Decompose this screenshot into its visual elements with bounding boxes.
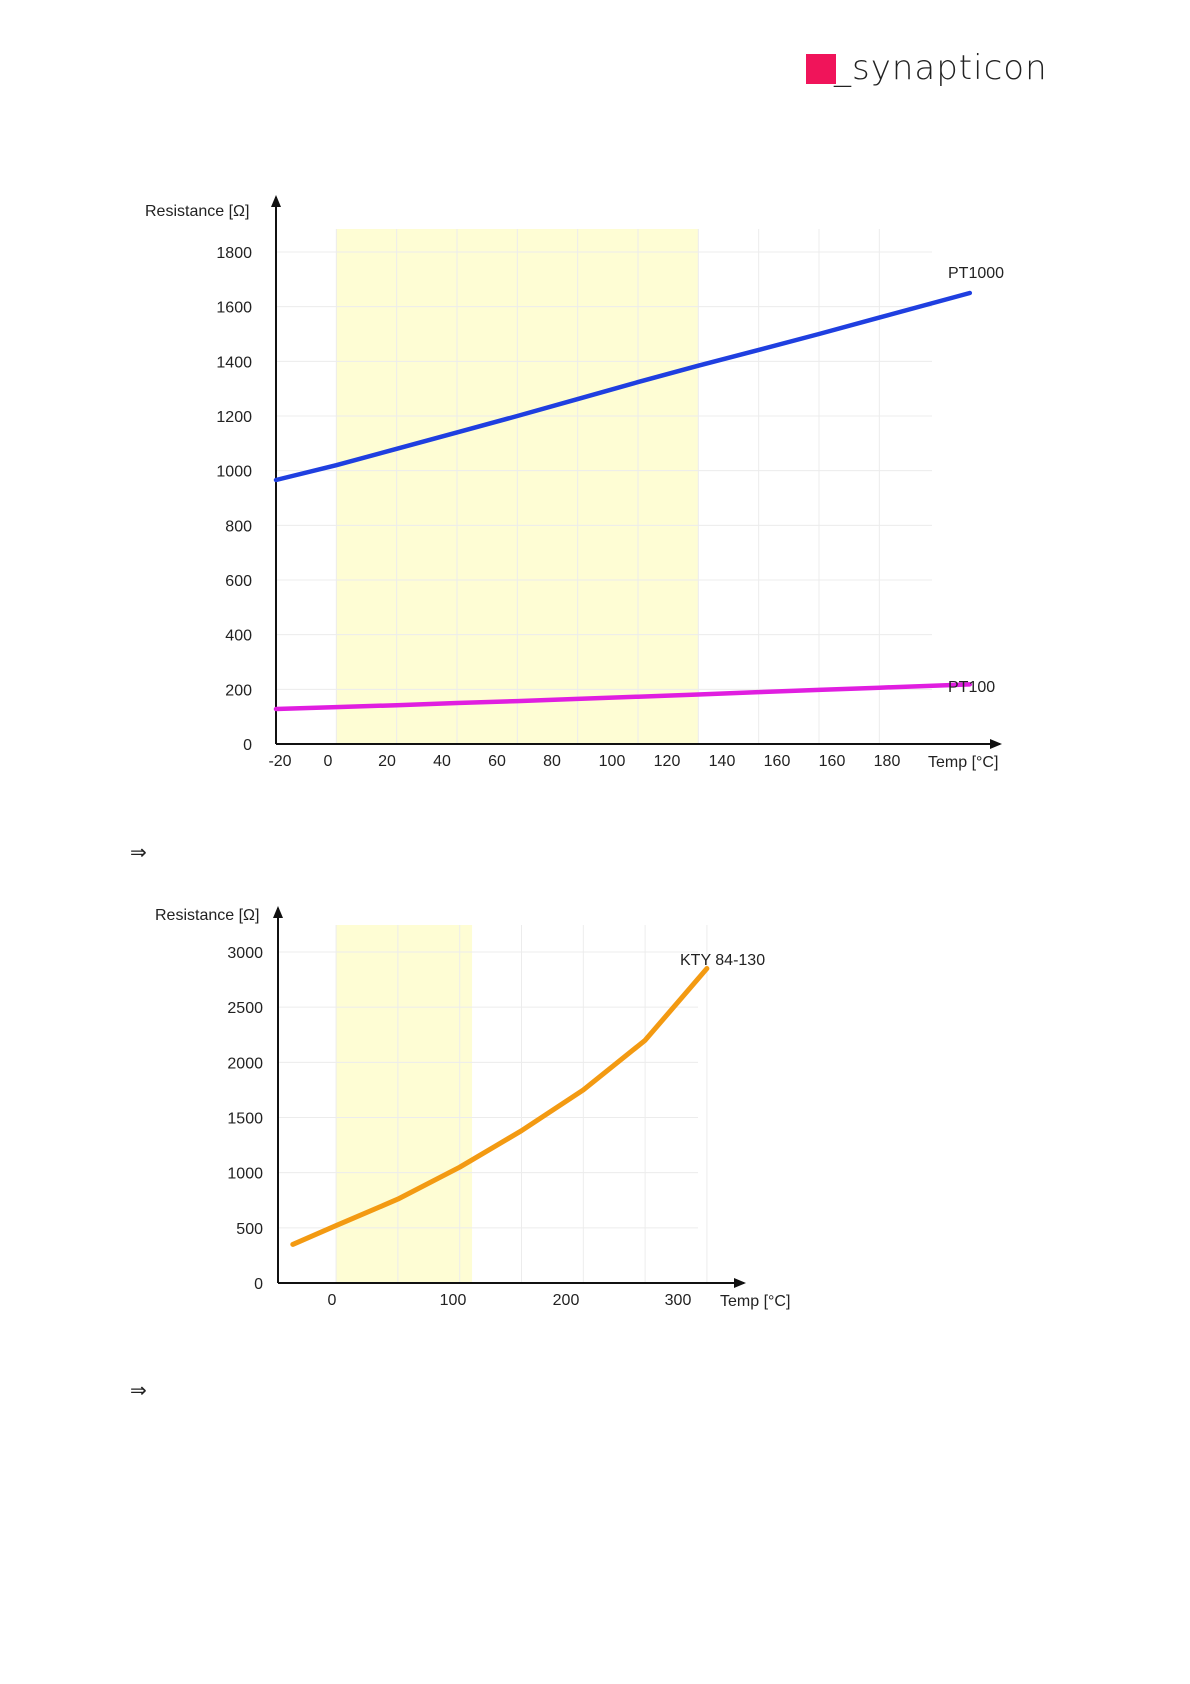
x-tick-label: 80 xyxy=(543,753,561,770)
y-tick-label: 2500 xyxy=(227,1000,263,1017)
x-tick-label: 160 xyxy=(764,753,791,770)
y-tick-label: 1500 xyxy=(227,1111,263,1128)
x-tick-label: 300 xyxy=(665,1292,692,1309)
y-tick-label: 3000 xyxy=(227,945,263,962)
x-axis-label: Temp [°C] xyxy=(928,754,998,771)
y-axis-arrow xyxy=(273,906,283,918)
arrow-marker-1: ⇒ xyxy=(130,840,147,864)
y-axis-label: Resistance [Ω] xyxy=(155,907,259,924)
series-line xyxy=(290,966,710,1247)
y-tick-label: 0 xyxy=(243,737,252,754)
x-tick-label: 140 xyxy=(709,753,736,770)
x-tick-label: 160 xyxy=(819,753,846,770)
chart-pt-resistance: 0 200 400 600 800 1000 1200 1400 1600 1800 -20 0 20 4… xyxy=(145,195,1004,771)
y-tick-label: 200 xyxy=(225,682,252,699)
x-tick-label: 0 xyxy=(324,753,333,770)
y-tick-label: 1200 xyxy=(216,409,252,426)
series-label: KTY 84-130 xyxy=(680,952,765,969)
x-axis-label: Temp [°C] xyxy=(720,1293,790,1310)
x-tick-label: 0 xyxy=(328,1292,337,1309)
y-tick-label: 500 xyxy=(236,1221,263,1238)
x-tick-label: 100 xyxy=(440,1292,467,1309)
y-tick-label: 400 xyxy=(225,628,252,645)
series-line xyxy=(273,682,973,712)
y-tick-label: 0 xyxy=(254,1276,263,1293)
y-tick-label: 1000 xyxy=(227,1166,263,1183)
x-tick-label: 120 xyxy=(654,753,681,770)
y-axis-label: Resistance [Ω] xyxy=(145,203,249,220)
y-tick-label: 1800 xyxy=(216,245,252,262)
x-tick-label: -20 xyxy=(268,753,291,770)
x-tick-label: 200 xyxy=(553,1292,580,1309)
series-label: PT100 xyxy=(948,679,995,696)
x-tick-label: 20 xyxy=(378,753,396,770)
chart-kty-resistance: 0 500 1000 1500 2000 2500 3000 0 100 200 300 Resist… xyxy=(155,906,790,1310)
y-axis-arrow xyxy=(271,195,281,207)
series-line xyxy=(273,290,973,483)
logo-square xyxy=(806,54,836,84)
x-tick-label: 180 xyxy=(874,753,901,770)
y-tick-label: 800 xyxy=(225,518,252,535)
x-tick-label: 40 xyxy=(433,753,451,770)
arrow-marker-2: ⇒ xyxy=(130,1378,147,1402)
y-tick-label: 2000 xyxy=(227,1055,263,1072)
y-tick-label: 1600 xyxy=(216,300,252,317)
y-tick-label: 1000 xyxy=(216,464,252,481)
series-label: PT1000 xyxy=(948,265,1004,282)
x-axis-arrow xyxy=(734,1278,746,1288)
x-tick-label: 100 xyxy=(599,753,626,770)
y-tick-label: 1400 xyxy=(216,354,252,371)
y-tick-label: 600 xyxy=(225,573,252,590)
x-tick-label: 60 xyxy=(488,753,506,770)
x-axis-arrow xyxy=(990,739,1002,749)
synapticon-logo: _synapticon xyxy=(806,48,1066,88)
logo-text: _synapticon xyxy=(834,48,1048,88)
highlight-band xyxy=(336,925,473,1283)
